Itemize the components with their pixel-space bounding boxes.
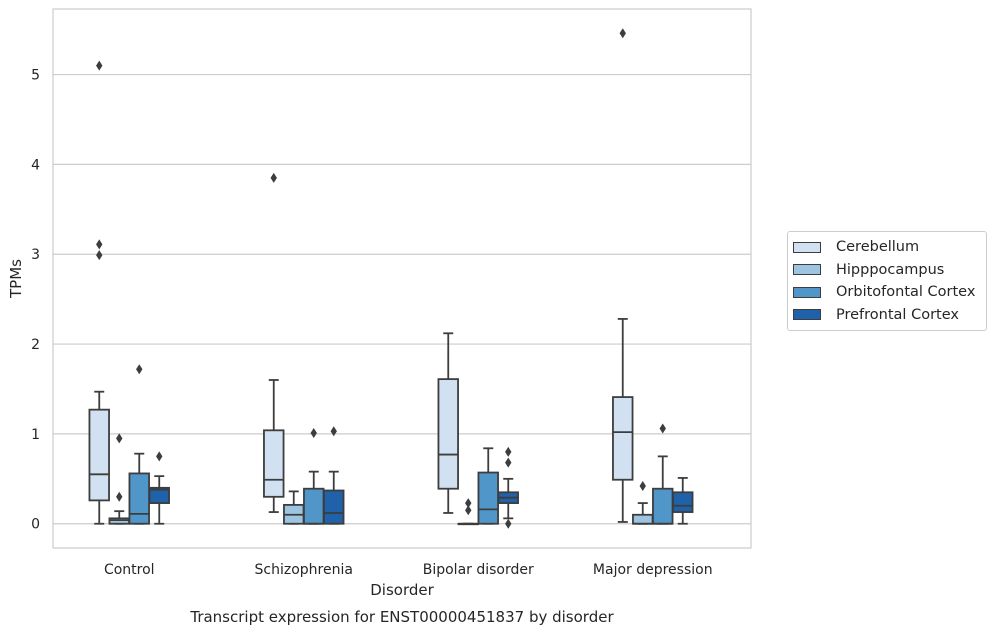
box-3-1 [632, 481, 654, 525]
outlier-point [96, 239, 103, 250]
box [148, 486, 170, 504]
box [437, 378, 459, 490]
y-tick-label: 3 [31, 247, 40, 263]
x-tick-labels: Control Schizophrenia Bipolar disorder Majo… [104, 562, 713, 578]
box-1-3 [323, 426, 345, 525]
box-0-1 [108, 433, 130, 525]
box-2-3 [497, 446, 519, 529]
legend-swatch [793, 286, 821, 298]
legend-swatch [793, 241, 821, 253]
outlier-point [310, 428, 317, 439]
outlier-point [505, 518, 512, 529]
outlier-point [505, 446, 512, 457]
box [477, 471, 499, 525]
box [612, 396, 634, 481]
outlier-point [330, 426, 337, 437]
box-0-2 [128, 364, 150, 525]
legend-item: Orbitofontal Cortex [788, 281, 986, 304]
box-2-1 [457, 498, 479, 526]
outlier-point [96, 250, 103, 261]
legend-label: Hipppocampus [836, 261, 945, 278]
y-tick-labels: 0 1 2 3 4 5 [31, 68, 40, 533]
box [128, 472, 150, 525]
plot-frame [52, 8, 752, 549]
box-plot-marks [88, 28, 694, 529]
outlier-point [465, 505, 472, 516]
box-3-2 [652, 423, 674, 525]
outlier-point [639, 481, 646, 492]
x-tick-label: Control [104, 562, 155, 578]
legend-item: Prefrontal Cortex [788, 304, 986, 327]
box-1-0 [263, 172, 285, 513]
chart-title: Transcript expression for ENST0000045183… [189, 608, 614, 626]
outlier-point [116, 433, 123, 444]
box [652, 487, 674, 525]
y-tick-label: 0 [31, 517, 40, 533]
box-0-0 [88, 60, 110, 525]
box-2-0 [437, 332, 459, 514]
y-tick-label: 2 [31, 337, 40, 353]
x-axis-label: Disorder [370, 581, 434, 599]
y-tick-label: 5 [31, 68, 40, 84]
legend-item: Cerebellum [788, 236, 986, 259]
outlier-point [659, 423, 666, 434]
legend: Cerebellum Hipppocampus Orbitofontal Corte… [787, 231, 987, 331]
outlier-point [505, 457, 512, 468]
outlier-point [156, 451, 163, 462]
x-tick-label: Major depression [593, 562, 713, 578]
outlier-point [136, 364, 143, 375]
box-0-3 [148, 451, 170, 525]
y-tick-label: 4 [31, 157, 40, 173]
y-tick-label: 1 [31, 427, 40, 443]
box-1-2 [303, 428, 325, 525]
box-1-1 [283, 490, 305, 525]
box [632, 513, 654, 525]
box-3-3 [672, 477, 694, 525]
box [263, 429, 285, 498]
x-tick-label: Schizophrenia [255, 562, 353, 578]
outlier-point [96, 60, 103, 71]
x-tick-label: Bipolar disorder [423, 562, 534, 578]
legend-swatch [793, 264, 821, 276]
outlier-point [270, 172, 277, 183]
box [672, 491, 694, 513]
legend-label: Orbitofontal Cortex [836, 284, 976, 301]
box [88, 408, 110, 502]
legend-label: Prefrontal Cortex [836, 306, 959, 323]
box-2-2 [477, 447, 499, 525]
box [323, 489, 345, 525]
outlier-point [619, 28, 626, 39]
outlier-point [116, 491, 123, 502]
box-3-0 [612, 28, 634, 523]
legend-label: Cerebellum [836, 239, 920, 256]
box [303, 487, 325, 525]
outlier-point [465, 498, 472, 509]
legend-swatch [793, 309, 821, 321]
y-axis-label: TPMs [7, 259, 25, 299]
legend-item: Hipppocampus [788, 259, 986, 282]
